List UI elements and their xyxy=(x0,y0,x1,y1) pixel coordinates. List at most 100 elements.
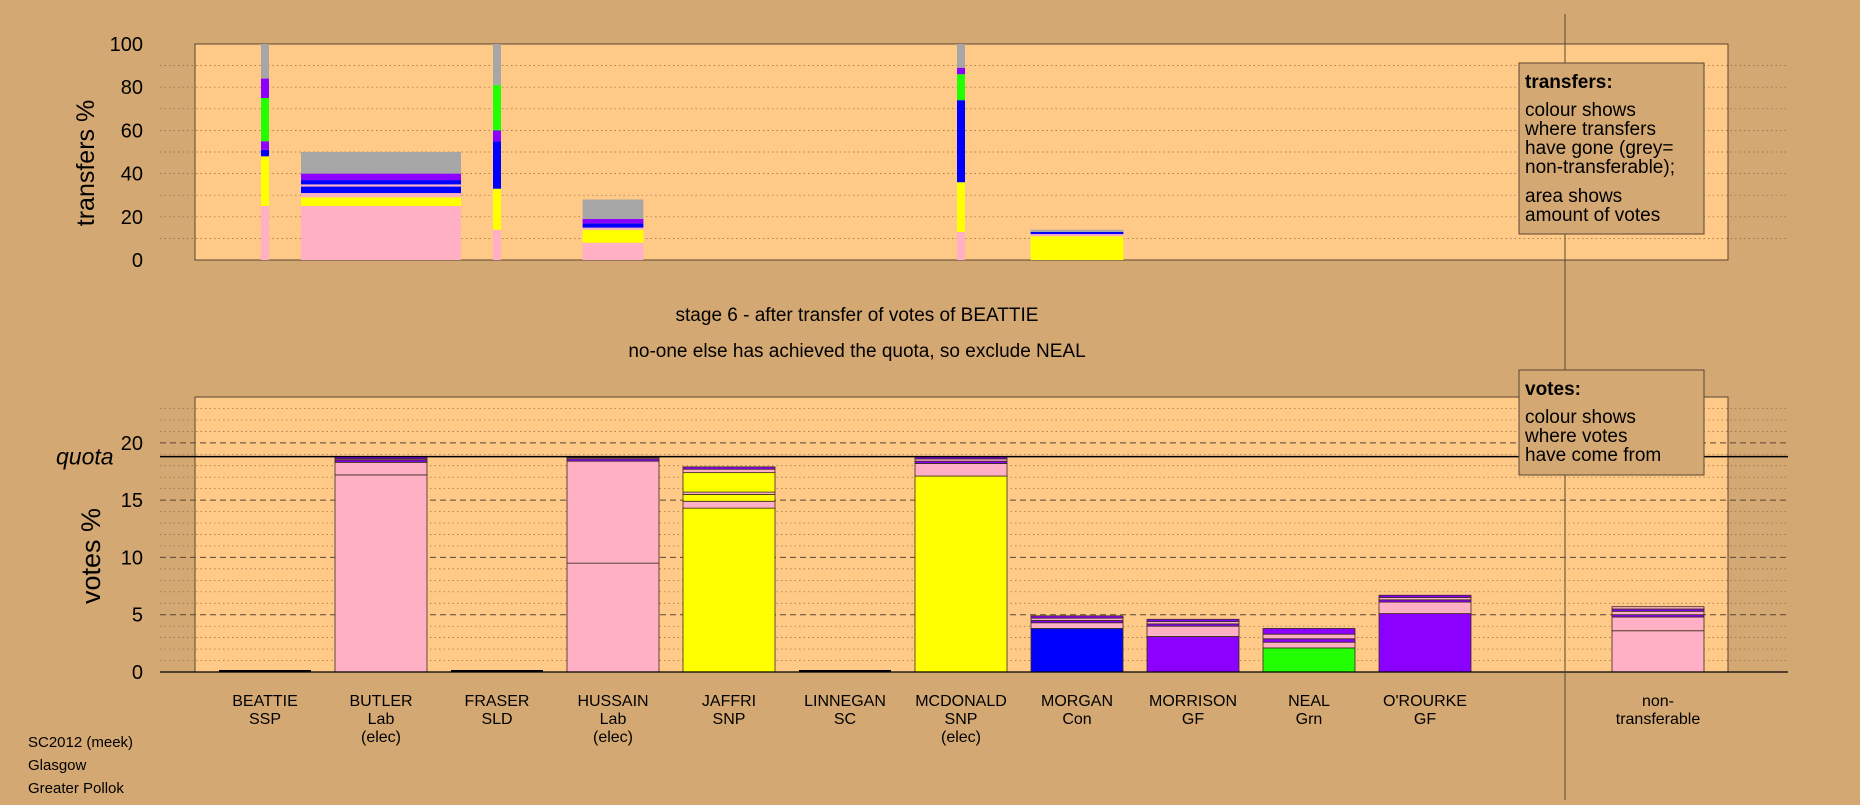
transfer-segment xyxy=(493,229,501,260)
vote-segment xyxy=(1262,647,1356,673)
vote-segment xyxy=(334,461,428,476)
candidate-party: SNP xyxy=(945,711,978,728)
votes-y-ticks: 0 5 10 15 20 xyxy=(121,433,143,684)
candidate-labels: BEATTIESSPBUTLERLab(elec)FRASERSLDHUSSAI… xyxy=(232,693,1700,746)
vote-segment xyxy=(682,472,776,493)
vote-segment xyxy=(1378,601,1472,614)
vote-segment xyxy=(914,463,1008,477)
y-tick-label: 10 xyxy=(121,547,143,569)
transfer-segment xyxy=(493,188,501,230)
candidate-party: Con xyxy=(1062,711,1091,728)
footer-line: Greater Pollok xyxy=(28,780,124,797)
vote-segment xyxy=(1378,594,1472,598)
transfer-segment xyxy=(261,156,269,206)
vote-segment xyxy=(1262,633,1356,640)
vote-segment xyxy=(1611,630,1705,673)
transfer-segment xyxy=(301,193,461,198)
transfer-segment xyxy=(301,152,461,174)
transfer-segment xyxy=(261,44,269,79)
transfer-segment xyxy=(957,231,965,260)
votes-legend-line: have come from xyxy=(1525,445,1661,466)
footer-line: Glasgow xyxy=(28,757,87,774)
candidate-party: transferable xyxy=(1616,711,1701,728)
candidate-party: GF xyxy=(1414,711,1436,728)
vote-segment xyxy=(1611,610,1705,616)
transfer-segment xyxy=(493,44,501,86)
y-tick-label: 20 xyxy=(121,433,143,455)
y-tick-label: 5 xyxy=(132,605,143,627)
candidate-name: HUSSAIN xyxy=(577,693,648,710)
transfers-legend-title: transfers: xyxy=(1525,72,1613,93)
y-tick-label: 80 xyxy=(121,77,143,99)
transfer-segment xyxy=(1030,236,1124,260)
transfer-segment xyxy=(582,223,644,228)
transfers-legend-line: non-transferable); xyxy=(1525,157,1675,178)
candidate-status: (elec) xyxy=(593,729,633,746)
vote-segment xyxy=(1030,615,1124,619)
transfer-segment xyxy=(957,67,965,75)
candidate-name: BEATTIE xyxy=(232,693,298,710)
candidate-party: SNP xyxy=(713,711,746,728)
transfer-segment xyxy=(957,74,965,101)
vote-segment xyxy=(334,474,428,673)
y-tick-label: 15 xyxy=(121,490,143,512)
vote-segment xyxy=(1146,625,1240,637)
transfers-legend-line: colour shows xyxy=(1525,100,1636,121)
transfer-segment xyxy=(261,141,269,150)
vote-segment xyxy=(1262,641,1356,649)
transfers-panel: 0 20 40 60 80 100 transfers % xyxy=(72,34,1788,272)
vote-segment xyxy=(566,562,660,673)
transfer-segment xyxy=(301,197,461,206)
transfer-segment xyxy=(582,218,644,224)
y-tick-label: 40 xyxy=(121,164,143,186)
transfer-segment xyxy=(301,206,461,260)
transfer-segment xyxy=(301,180,461,185)
transfers-y-ticks: 0 20 40 60 80 100 xyxy=(110,34,143,272)
transfer-segment xyxy=(1030,231,1124,235)
votes-y-axis-label: votes % xyxy=(76,508,106,604)
candidate-party: SLD xyxy=(481,711,512,728)
transfer-segment xyxy=(261,78,269,98)
vote-segment xyxy=(1146,618,1240,622)
y-tick-label: 0 xyxy=(132,250,143,272)
votes-legend: votes: colour shows where votes have com… xyxy=(1518,369,1705,476)
transfers-legend-line: have gone (grey= xyxy=(1525,138,1673,159)
transfer-segment xyxy=(1030,229,1124,232)
vote-segment xyxy=(1030,628,1124,673)
y-tick-label: 60 xyxy=(121,120,143,142)
votes-panel: 0 5 10 15 20 quota votes % xyxy=(56,396,1788,684)
vote-segment xyxy=(1378,613,1472,673)
candidate-status: (elec) xyxy=(941,729,981,746)
candidate-status: (elec) xyxy=(361,729,401,746)
votes-legend-box xyxy=(1518,369,1705,476)
vote-segment xyxy=(914,475,1008,673)
vote-segment xyxy=(1030,622,1124,629)
transfer-segment xyxy=(582,199,644,219)
candidate-name: O'ROURKE xyxy=(1383,693,1467,710)
quota-label: quota xyxy=(56,444,114,470)
candidate-name: NEAL xyxy=(1288,693,1330,710)
candidate-name: MORRISON xyxy=(1149,693,1237,710)
candidate-party: Grn xyxy=(1296,711,1323,728)
vote-segment xyxy=(1611,606,1705,610)
votes-bars xyxy=(219,456,1705,673)
candidate-party: SC xyxy=(834,711,856,728)
transfer-segment xyxy=(301,173,461,181)
transfers-legend-line: where transfers xyxy=(1524,119,1656,140)
transfers-legend-box xyxy=(1518,62,1705,235)
transfer-segment xyxy=(493,85,501,131)
transfers-bars xyxy=(261,44,1124,260)
transfer-segment xyxy=(957,182,965,232)
candidate-name: MCDONALD xyxy=(915,693,1007,710)
vote-segment xyxy=(682,507,776,673)
candidate-party: GF xyxy=(1182,711,1204,728)
exclusion-note: no-one else has achieved the quota, so e… xyxy=(628,341,1085,362)
vote-segment xyxy=(1611,616,1705,632)
vote-segment xyxy=(1262,628,1356,635)
votes-legend-line: colour shows xyxy=(1525,407,1636,428)
vote-segment xyxy=(682,500,776,509)
transfer-segment xyxy=(301,184,461,187)
vote-segment xyxy=(682,466,776,470)
transfers-legend-line: area shows xyxy=(1525,186,1622,207)
